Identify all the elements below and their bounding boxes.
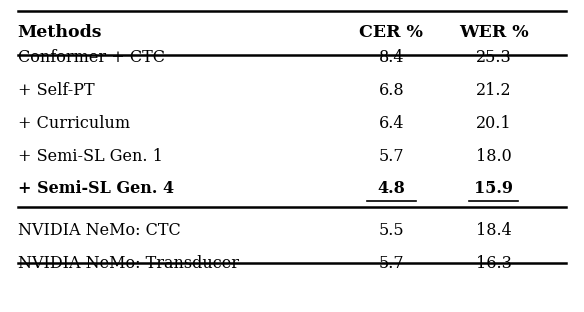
- Text: 8.4: 8.4: [378, 49, 404, 66]
- Text: 6.8: 6.8: [378, 82, 404, 99]
- Text: 5.5: 5.5: [378, 222, 404, 239]
- Text: 18.0: 18.0: [475, 148, 512, 164]
- Text: 6.4: 6.4: [378, 115, 404, 132]
- Text: 4.8: 4.8: [377, 180, 405, 197]
- Text: NVIDIA NeMo: CTC: NVIDIA NeMo: CTC: [18, 222, 180, 239]
- Text: 18.4: 18.4: [475, 222, 512, 239]
- Text: 16.3: 16.3: [475, 255, 512, 271]
- Text: CER %: CER %: [359, 24, 423, 41]
- Text: WER %: WER %: [458, 24, 529, 41]
- Text: + Semi-SL Gen. 4: + Semi-SL Gen. 4: [18, 180, 173, 197]
- Text: + Self-PT: + Self-PT: [18, 82, 94, 99]
- Text: NVIDIA NeMo: Transducer: NVIDIA NeMo: Transducer: [18, 255, 238, 271]
- Text: 5.7: 5.7: [378, 148, 404, 164]
- Text: Methods: Methods: [18, 24, 102, 41]
- Text: + Curriculum: + Curriculum: [18, 115, 130, 132]
- Text: 15.9: 15.9: [474, 180, 513, 197]
- Text: 25.3: 25.3: [475, 49, 512, 66]
- Text: 20.1: 20.1: [475, 115, 512, 132]
- Text: 21.2: 21.2: [475, 82, 512, 99]
- Text: 5.7: 5.7: [378, 255, 404, 271]
- Text: Conformer + CTC: Conformer + CTC: [18, 49, 165, 66]
- Text: + Semi-SL Gen. 1: + Semi-SL Gen. 1: [18, 148, 162, 164]
